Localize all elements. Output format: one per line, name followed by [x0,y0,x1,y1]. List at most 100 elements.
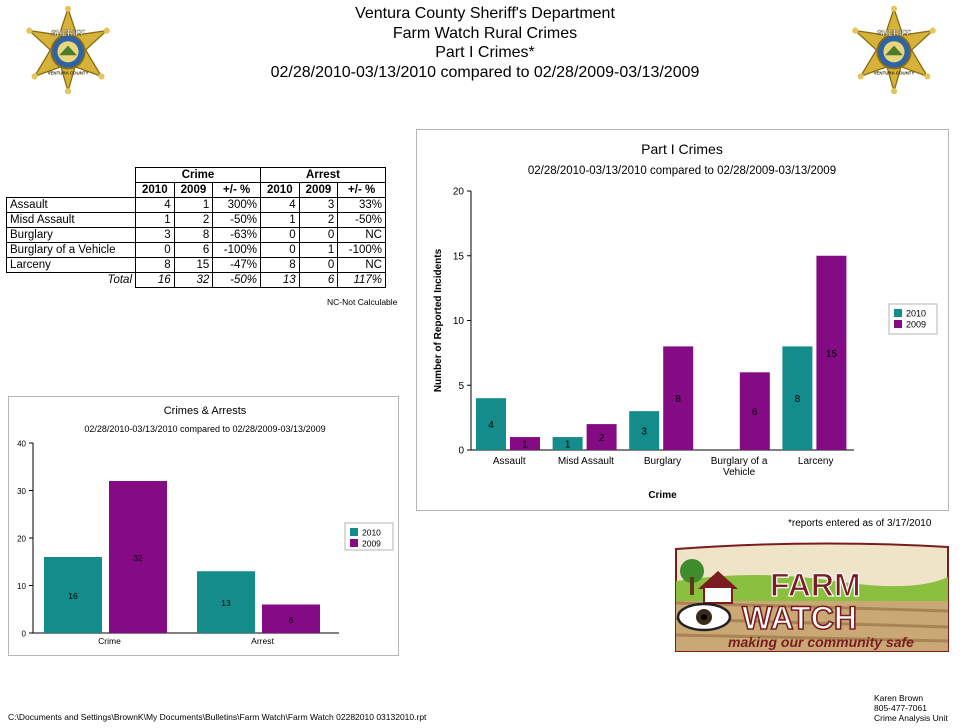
y-tick-label: 10 [453,316,465,327]
bar-value-label: 1 [565,440,571,451]
bar-value-label: 3 [641,427,647,438]
crime-arrest-table: Crime Arrest 2010 2009 +/- % 2010 2009 +… [6,167,386,288]
logo-tagline: making our community safe [728,634,914,650]
badge-bottom-text: VENTURA COUNTY [874,71,915,76]
table-cell: 3 [135,227,175,243]
bar-value-label: 4 [488,420,494,431]
org-title: Ventura County Sheriff's Department [355,5,615,22]
table-cell: 6 [173,242,214,258]
table-cell: 0 [135,242,175,258]
badge-star-shape [852,6,936,94]
table-cell: 0 [298,257,339,273]
table-note: NC-Not Calculable [327,297,398,307]
author-unit: Crime Analysis Unit [874,713,948,723]
table-cell: 16 [135,272,175,288]
y-tick-label: 20 [17,535,26,544]
bar-2009 [816,255,847,450]
table-cell: 1 [260,212,300,228]
bar-2010 [782,346,813,450]
table-cell: 1 [173,197,214,213]
y-axis-label: Number of Reported Incidents [433,248,444,392]
table-cell: 8 [260,257,300,273]
table-cell: 1 [135,212,175,228]
x-axis-label: Crime [648,490,677,501]
table-cell: 4 [260,197,300,213]
chart-subtitle: 02/28/2010-03/13/2010 compared to 02/28/… [84,424,325,434]
table-total-row: Total 16 32 -50% 13 6 117% [6,272,386,288]
table-row-label: Burglary of a Vehicle [6,242,136,258]
legend-swatch-2009 [894,320,902,328]
table-cell: 0 [260,227,300,243]
table-row-label: Assault [6,197,136,213]
table-col-header: 2010 [260,182,300,198]
table-corner [7,168,136,183]
table-cell: -47% [212,257,261,273]
x-category-label: Burglary [644,456,681,467]
sheriff-badge-icon: SHERIFF VENTURA COUNTY [26,6,110,94]
table-col-header: +/- % [337,182,386,198]
chart-subtitle: 02/28/2010-03/13/2010 compared to 02/28/… [528,165,836,177]
table-corner [7,183,136,198]
y-tick-label: 5 [458,381,464,392]
report-date-range: 02/28/2010-03/13/2010 compared to 02/28/… [270,63,700,81]
bar-value-label: 1 [522,440,528,451]
badge-star-shape [26,6,110,94]
table-cell: NC [337,227,386,243]
y-tick-label: 30 [17,487,26,496]
part1-crimes-chart: Part I Crimes 02/28/2010-03/13/2010 compa… [416,129,949,511]
table-cell: 117% [337,272,386,288]
table-cell: -100% [212,242,261,258]
table-cell: 300% [212,197,261,213]
badge-top-text: SHERIFF [877,29,911,38]
part1-crimes-chart-svg: Part I Crimes 02/28/2010-03/13/2010 compa… [433,141,938,501]
legend-label: 2010 [362,528,381,538]
table-col-header: 2009 [298,182,339,198]
logo-line1: FARM [770,567,861,603]
bar-value-label: 15 [826,349,838,360]
y-tick-label: 20 [453,187,465,198]
report-header: Ventura County Sheriff's Department Farm… [0,4,970,82]
badge-top-text: SHERIFF [51,29,85,38]
badge-bottom-text: VENTURA COUNTY [48,71,89,76]
y-tick-label: 10 [17,582,26,591]
table-row-label: Larceny [6,257,136,273]
table-cell: NC [337,257,386,273]
bar-value-label: 6 [752,407,758,418]
bar-2010 [629,411,660,450]
bar-value-label: 8 [675,394,681,405]
legend-swatch-2010 [894,309,902,317]
y-tick-label: 0 [22,630,27,639]
table-group-header-crime: Crime [135,167,261,183]
table-cell: 33% [337,197,386,213]
table-row-label: Misd Assault [6,212,136,228]
legend-label: 2009 [362,539,381,549]
report-file-path: C:\Documents and Settings\BrownK\My Docu… [8,712,427,722]
legend-label: 2009 [906,320,926,330]
table-row: Burglary 3 8 -63% 0 0 NC [6,227,386,243]
logo-line2: WATCH [742,600,857,636]
legend-swatch-2009 [350,539,358,547]
table-col-header: +/- % [212,182,261,198]
bar-2010 [44,557,102,633]
bar-2010 [197,571,255,633]
table-total-label: Total [6,272,136,288]
x-category-label: Misd Assault [558,456,614,467]
farm-watch-logo: FARM WATCH making our community safe [674,541,950,653]
x-category-label: Larceny [798,456,834,467]
bar-value-label: 8 [795,394,801,405]
table-cell: 8 [173,227,214,243]
bar-value-label: 32 [133,553,143,563]
table-cell: 2 [298,212,339,228]
x-category-label: Crime [98,636,121,646]
table-cell: 3 [298,197,339,213]
logo-artwork [674,541,950,653]
table-cell: 6 [298,272,339,288]
program-title: Farm Watch Rural Crimes [392,24,578,42]
author-name: Karen Brown [874,693,924,703]
crimes-arrests-chart: Crimes & Arrests 02/28/2010-03/13/2010 co… [8,396,399,656]
table-sub-header-row: 2010 2009 +/- % 2010 2009 +/- % [7,182,386,198]
table-cell: -50% [212,272,261,288]
table-row: Burglary of a Vehicle 0 6 -100% 0 1 -100% [6,242,386,258]
table-cell: 2 [173,212,214,228]
bar-2009 [109,481,167,633]
